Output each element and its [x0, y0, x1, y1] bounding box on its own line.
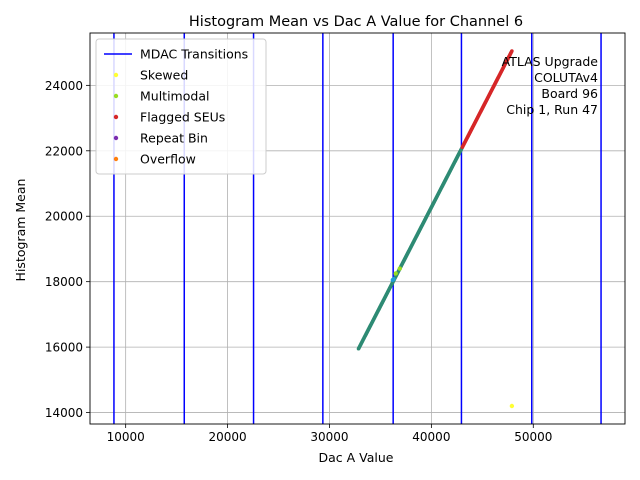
legend-marker — [113, 72, 119, 78]
legend-marker — [113, 114, 119, 120]
y-tick-label: 16000 — [45, 341, 83, 355]
annotation-line: COLUTAv4 — [534, 70, 598, 85]
legend-marker — [113, 135, 119, 141]
data-points — [356, 49, 515, 409]
x-axis-ticks: 10000 20000 30000 40000 50000 — [107, 424, 552, 444]
y-tick-label: 24000 — [45, 79, 83, 93]
annotation-line: ATLAS Upgrade — [502, 54, 599, 69]
legend-label: Overflow — [140, 152, 196, 167]
legend-label: Repeat Bin — [140, 131, 208, 146]
y-axis-ticks: 14000 16000 18000 20000 22000 24000 — [45, 79, 90, 420]
y-tick-label: 18000 — [45, 275, 83, 289]
y-tick-label: 14000 — [45, 406, 83, 420]
legend-box — [95, 38, 267, 175]
axes-frame — [89, 32, 626, 425]
legend-label: Skewed — [140, 68, 188, 83]
plot-border — [89, 32, 626, 425]
legend-label: Multimodal — [140, 89, 209, 104]
x-tick-label: 50000 — [514, 430, 552, 444]
legend-marker — [113, 156, 119, 162]
x-tick-label: 20000 — [208, 430, 246, 444]
data-point-multimodal — [393, 271, 398, 276]
x-tick-label: 40000 — [412, 430, 450, 444]
x-axis-label: Dac A Value — [319, 450, 394, 465]
annotation-line: Board 96 — [541, 86, 598, 101]
legend-label: MDAC Transitions — [140, 47, 248, 62]
annotation-line: Chip 1, Run 47 — [506, 102, 598, 117]
legend-marker — [113, 93, 119, 99]
data-point-skewed — [509, 403, 515, 409]
x-tick-label: 10000 — [107, 430, 145, 444]
data-point-multimodal — [397, 266, 402, 271]
y-tick-label: 22000 — [45, 144, 83, 158]
y-axis-label: Histogram Mean — [13, 179, 28, 282]
data-point — [391, 277, 396, 282]
chart-title: Histogram Mean vs Dac A Value for Channe… — [189, 14, 523, 30]
legend-label: Flagged SEUs — [140, 110, 225, 125]
data-point — [510, 49, 514, 53]
legend: MDAC Transitions Skewed Multimodal Flagged … — [95, 38, 267, 175]
y-tick-label: 20000 — [45, 210, 83, 224]
x-tick-label: 30000 — [310, 430, 348, 444]
